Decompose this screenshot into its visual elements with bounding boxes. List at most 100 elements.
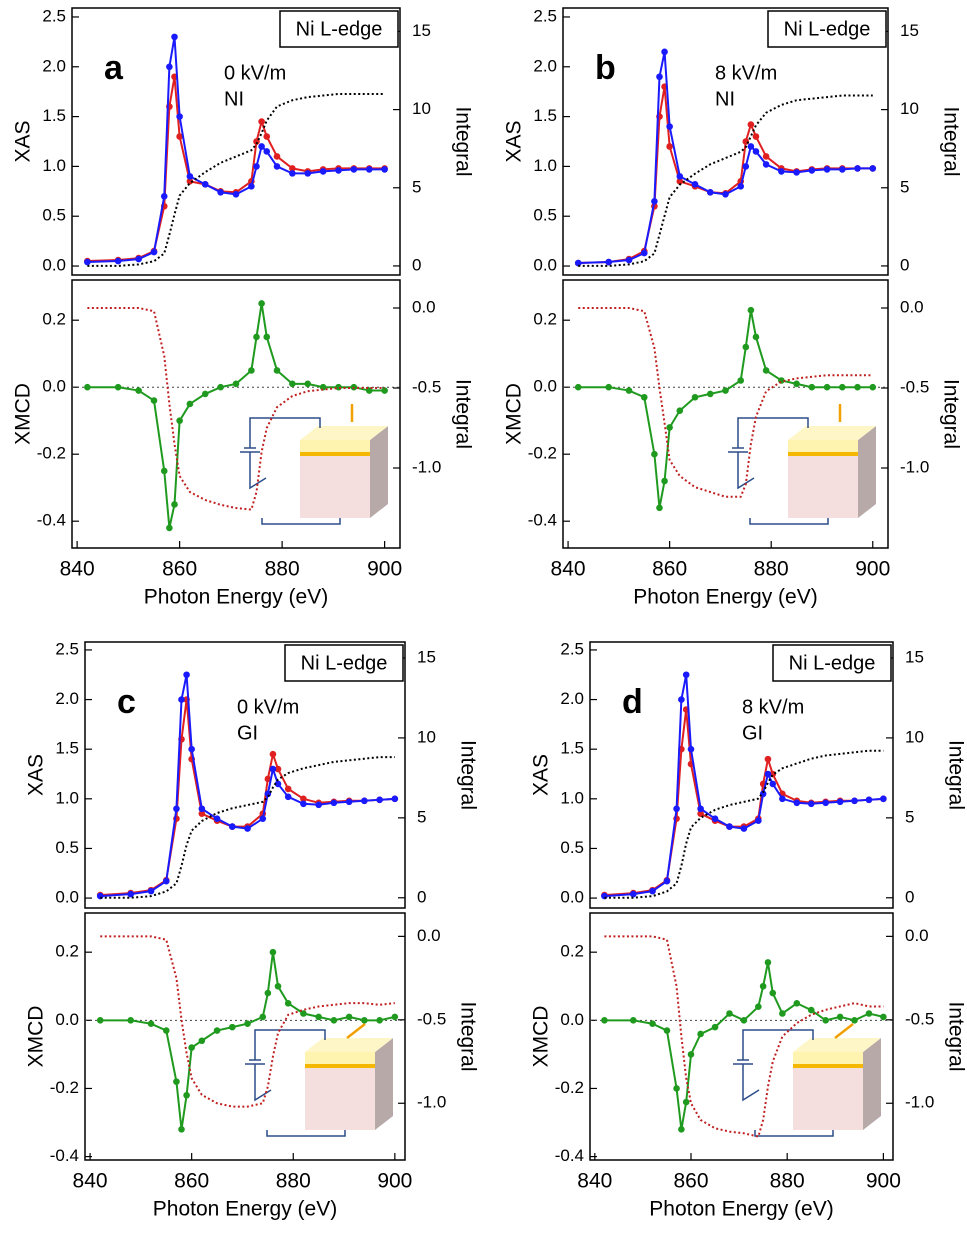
data-point	[808, 383, 816, 391]
data-point	[345, 798, 353, 806]
y2-tick-label: -0.5	[417, 1009, 446, 1028]
data-point	[762, 367, 770, 374]
y-tick-label: 0.2	[55, 942, 79, 961]
data-point	[269, 948, 277, 956]
data-point	[361, 1017, 368, 1024]
data-point	[759, 982, 767, 990]
data-point	[213, 1027, 221, 1034]
y2-tick-label: 0	[417, 887, 426, 906]
data-point	[661, 477, 668, 485]
y-tick-label: -0.4	[555, 1146, 584, 1165]
circuit	[733, 1029, 834, 1137]
data-point	[656, 73, 663, 81]
y-axis-label: XAS	[25, 754, 48, 796]
integral-line	[578, 94, 873, 267]
y2-tick-label: -1.0	[417, 1093, 446, 1112]
data-point	[259, 815, 267, 822]
data-point	[114, 383, 122, 391]
y2-tick-label: 0	[900, 255, 909, 274]
data-point	[629, 1017, 637, 1024]
data-point	[263, 333, 271, 341]
data-point	[711, 815, 719, 822]
y2-tick-label: 10	[900, 99, 919, 118]
circuit	[245, 1029, 346, 1137]
data-point	[601, 1017, 608, 1024]
data-point	[687, 745, 695, 753]
x-tick-label: 880	[276, 1170, 311, 1193]
data-point	[300, 1010, 307, 1017]
data-point	[807, 1006, 815, 1014]
data-point	[762, 153, 770, 160]
y2-axis-label: Integral	[456, 740, 479, 810]
data-point	[666, 143, 673, 150]
device-inset	[728, 404, 876, 525]
data-point	[747, 306, 755, 314]
data-point	[854, 165, 861, 172]
integral-line	[87, 307, 385, 511]
data-point	[625, 256, 633, 264]
data-point	[755, 1003, 762, 1010]
x-tick-label: 900	[377, 1170, 412, 1193]
data-point	[96, 1017, 104, 1024]
data-point	[682, 1098, 690, 1106]
data-point	[779, 1010, 786, 1017]
data-point	[300, 795, 307, 803]
data-point	[147, 1020, 155, 1028]
y2-tick-label: 15	[900, 21, 919, 40]
data-point	[198, 805, 206, 813]
badge-box	[772, 644, 892, 682]
badge-label: Ni L-edge	[301, 652, 388, 674]
device-substrate	[788, 456, 858, 518]
y-tick-label: 1.5	[560, 739, 584, 758]
data-point	[391, 1013, 399, 1021]
y-tick-label: 1.5	[55, 739, 79, 758]
data-point	[869, 165, 877, 172]
plot-frame	[589, 912, 894, 1161]
y-tick-label: -0.2	[555, 1078, 584, 1097]
y-tick-label: 1.5	[533, 106, 557, 125]
data-point	[640, 393, 648, 401]
data-point	[673, 1085, 680, 1092]
data-point	[678, 696, 685, 703]
data-point	[188, 745, 195, 753]
data-point	[201, 390, 209, 398]
y2-axis-label: Integral	[939, 379, 962, 449]
y2-tick-label: 15	[417, 647, 436, 666]
x-tick-label: 880	[754, 558, 789, 581]
data-point	[629, 890, 637, 898]
data-point	[315, 1013, 322, 1021]
data-point	[217, 189, 224, 196]
data-point	[289, 170, 296, 177]
y-axis-label: XAS	[503, 120, 526, 162]
y-tick-label: 0.5	[560, 838, 584, 857]
data-point	[186, 400, 194, 408]
data-point	[150, 248, 158, 256]
y-tick-label: 0.0	[560, 1010, 584, 1029]
y-axis-label: XMCD	[25, 1006, 48, 1068]
data-point	[880, 1013, 887, 1021]
y2-tick-label: -0.5	[412, 377, 441, 396]
data-point	[740, 825, 748, 832]
data-point	[676, 178, 684, 185]
data-point	[793, 380, 800, 388]
data-point	[300, 800, 307, 808]
data-point	[258, 143, 265, 150]
data-point	[752, 133, 760, 140]
device-ni	[788, 452, 858, 456]
y-tick-label: 0.2	[42, 310, 66, 329]
y2-tick-label: 15	[905, 647, 924, 666]
data-point	[711, 1023, 719, 1031]
y-tick-label: 2.5	[55, 639, 79, 658]
badge-label: Ni L-edge	[789, 652, 876, 674]
data-point	[350, 166, 358, 173]
plot-frame	[562, 7, 889, 276]
y2-axis-label: Integral	[944, 1001, 967, 1071]
plot-frame	[84, 641, 406, 909]
device-substrate	[300, 456, 370, 518]
y2-tick-label: 10	[905, 727, 924, 746]
data-point	[640, 249, 648, 257]
data-point	[176, 417, 183, 425]
y-tick-label: 0.5	[55, 838, 79, 857]
y-tick-label: 0.5	[533, 206, 557, 225]
panel-letter: b	[595, 49, 616, 87]
